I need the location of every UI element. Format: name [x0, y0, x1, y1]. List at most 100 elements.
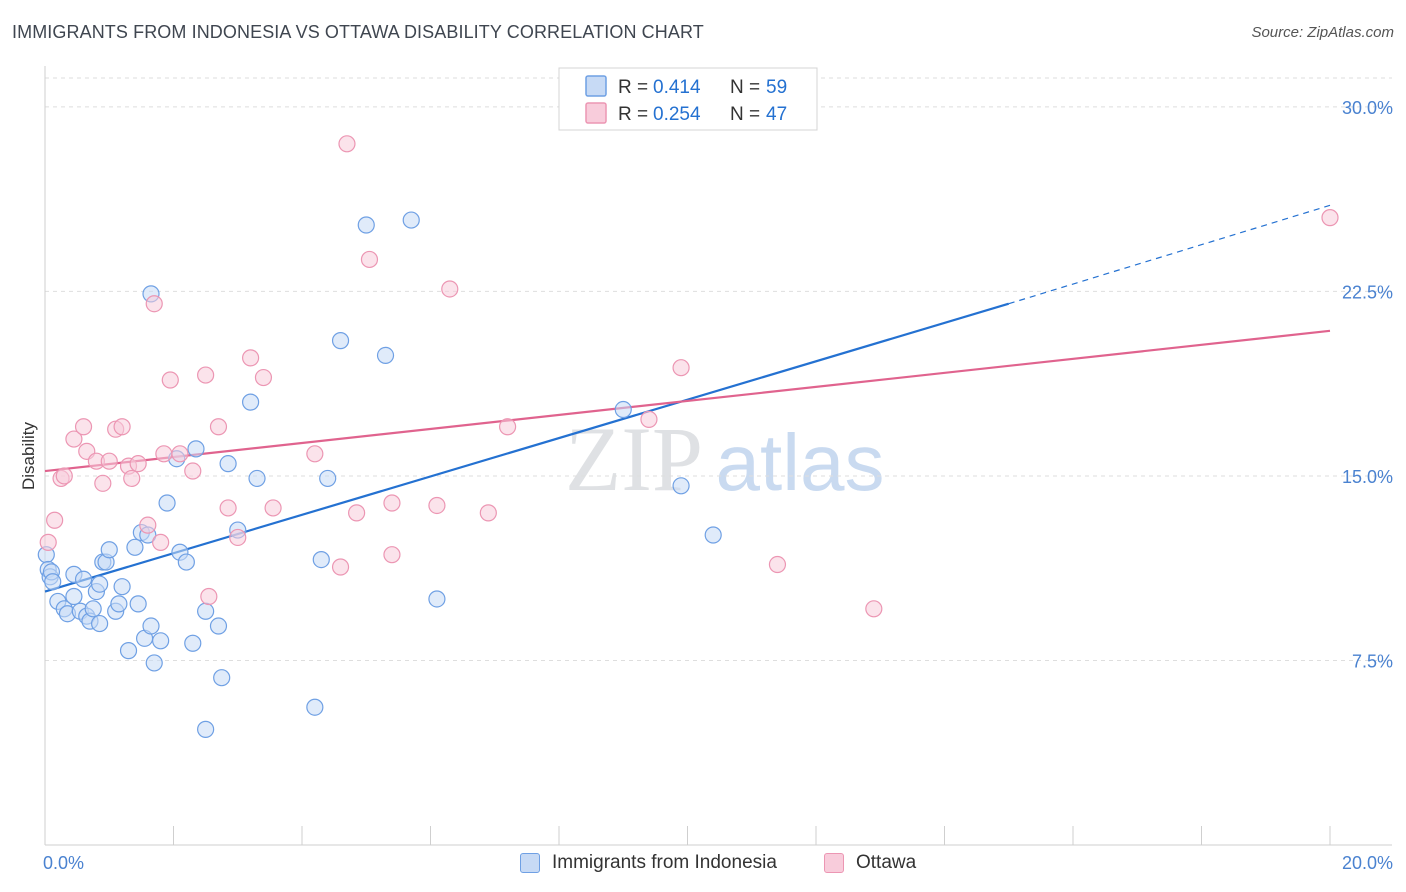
data-point-indonesia — [44, 573, 62, 591]
data-point-indonesia — [91, 575, 109, 593]
tick-labels: 7.5% 15.0% 22.5% 30.0% 0.0% 20.0% — [43, 98, 1393, 873]
watermark-zip: ZIP — [565, 408, 703, 510]
data-point-ottawa — [331, 558, 350, 576]
data-point-indonesia — [614, 400, 632, 419]
data-point-ottawa — [171, 445, 189, 463]
data-point-ottawa — [1321, 209, 1339, 227]
x-tick-label-max: 20.0% — [1342, 853, 1393, 873]
data-point-indonesia — [184, 634, 202, 652]
legend-r-label-indonesia: R = — [618, 77, 653, 98]
data-point-ottawa — [197, 366, 215, 384]
data-point-ottawa — [499, 418, 517, 436]
data-point-indonesia — [306, 698, 324, 716]
chart-title: IMMIGRANTS FROM INDONESIA VS OTTAWA DISA… — [12, 22, 704, 42]
data-point-ottawa — [360, 250, 379, 269]
data-point-ottawa — [46, 511, 64, 529]
data-point-ottawa — [152, 533, 170, 551]
data-point-indonesia — [142, 617, 160, 635]
x-tick-label-min: 0.0% — [43, 853, 84, 873]
data-point-ottawa — [768, 555, 787, 574]
data-point-indonesia — [331, 332, 350, 350]
data-point-indonesia — [672, 477, 690, 495]
data-point-ottawa — [264, 499, 282, 517]
data-point-ottawa — [640, 410, 658, 428]
data-point-ottawa — [184, 462, 202, 480]
data-point-indonesia — [197, 602, 215, 620]
data-point-ottawa — [209, 418, 228, 436]
data-point-ottawa — [306, 445, 324, 463]
data-point-indonesia — [152, 632, 170, 650]
legend: R = 0.414 N = 59 R = 0.254 N = 47 — [558, 67, 818, 131]
trend-lines — [44, 204, 1331, 593]
bottom-legend-label-indonesia: Immigrants from Indonesia — [552, 852, 777, 873]
watermark: ZIP atlas — [565, 408, 884, 510]
bottom-legend-label-ottawa: Ottawa — [856, 852, 917, 873]
data-point-indonesia — [187, 440, 205, 458]
data-point-indonesia — [100, 541, 118, 559]
data-point-ottawa — [338, 135, 356, 153]
data-point-ottawa — [254, 368, 273, 387]
data-point-ottawa — [145, 295, 163, 313]
legend-n-label-indonesia: N = — [730, 77, 765, 98]
trend-line-indonesia-extension — [1008, 204, 1331, 305]
y-tick-label: 7.5% — [1352, 651, 1393, 671]
y-axis-label: Disability — [19, 421, 38, 490]
data-point-indonesia — [209, 617, 228, 635]
legend-n-value-ottawa: 47 — [766, 104, 787, 125]
data-point-ottawa — [161, 371, 179, 389]
data-point-ottawa — [428, 496, 446, 515]
legend-swatch-ottawa — [585, 102, 607, 124]
data-point-ottawa — [383, 494, 401, 512]
data-point-indonesia — [74, 570, 93, 588]
data-point-ottawa — [479, 504, 497, 522]
y-tick-label: 30.0% — [1342, 98, 1393, 118]
data-point-indonesia — [357, 216, 375, 234]
data-point-ottawa — [200, 587, 218, 606]
data-point-indonesia — [84, 600, 102, 618]
data-point-indonesia — [177, 553, 195, 571]
bottom-legend-indonesia: Immigrants from Indonesia — [520, 852, 777, 874]
data-point-ottawa — [865, 600, 883, 618]
data-point-indonesia — [402, 211, 420, 229]
data-point-indonesia — [110, 595, 128, 613]
y-tick-label: 15.0% — [1342, 467, 1393, 487]
bottom-legend-swatch-ottawa — [824, 853, 844, 873]
data-point-ottawa — [123, 469, 141, 488]
data-point-indonesia — [704, 526, 722, 544]
axes — [44, 66, 1392, 846]
legend-n-label-ottawa: N = — [730, 104, 765, 125]
chart-source: Source: ZipAtlas.com — [1251, 24, 1394, 41]
data-point-indonesia — [428, 590, 446, 608]
data-points — [37, 103, 1339, 738]
data-point-indonesia — [91, 614, 109, 633]
data-point-ottawa — [348, 504, 366, 522]
data-point-ottawa — [229, 528, 247, 547]
data-point-indonesia — [248, 469, 266, 488]
data-point-indonesia — [197, 720, 215, 738]
legend-n-value-indonesia: 59 — [766, 77, 787, 98]
data-point-indonesia — [119, 642, 138, 660]
data-point-ottawa — [219, 499, 237, 517]
data-point-indonesia — [312, 551, 330, 569]
y-tick-label: 22.5% — [1342, 282, 1393, 302]
gridlines — [45, 77, 1392, 661]
trend-line-ottawa — [44, 329, 1331, 473]
legend-swatch-indonesia — [585, 75, 607, 97]
bottom-legend-swatch-indonesia — [520, 853, 540, 873]
data-point-ottawa — [74, 418, 93, 436]
legend-r-value-ottawa: 0.254 — [653, 104, 701, 125]
data-point-ottawa — [39, 533, 57, 551]
data-point-ottawa — [139, 516, 157, 534]
data-point-ottawa — [129, 455, 147, 473]
data-point-indonesia — [126, 538, 144, 556]
watermark-atlas: atlas — [716, 418, 885, 507]
legend-r-value-indonesia: 0.414 — [653, 77, 701, 98]
trend-line-indonesia — [44, 302, 1010, 593]
data-point-indonesia — [376, 346, 395, 364]
data-point-ottawa — [65, 430, 83, 448]
data-point-ottawa — [441, 280, 459, 298]
data-point-ottawa — [55, 467, 73, 485]
data-point-ottawa — [383, 546, 401, 564]
data-point-indonesia — [129, 595, 147, 613]
